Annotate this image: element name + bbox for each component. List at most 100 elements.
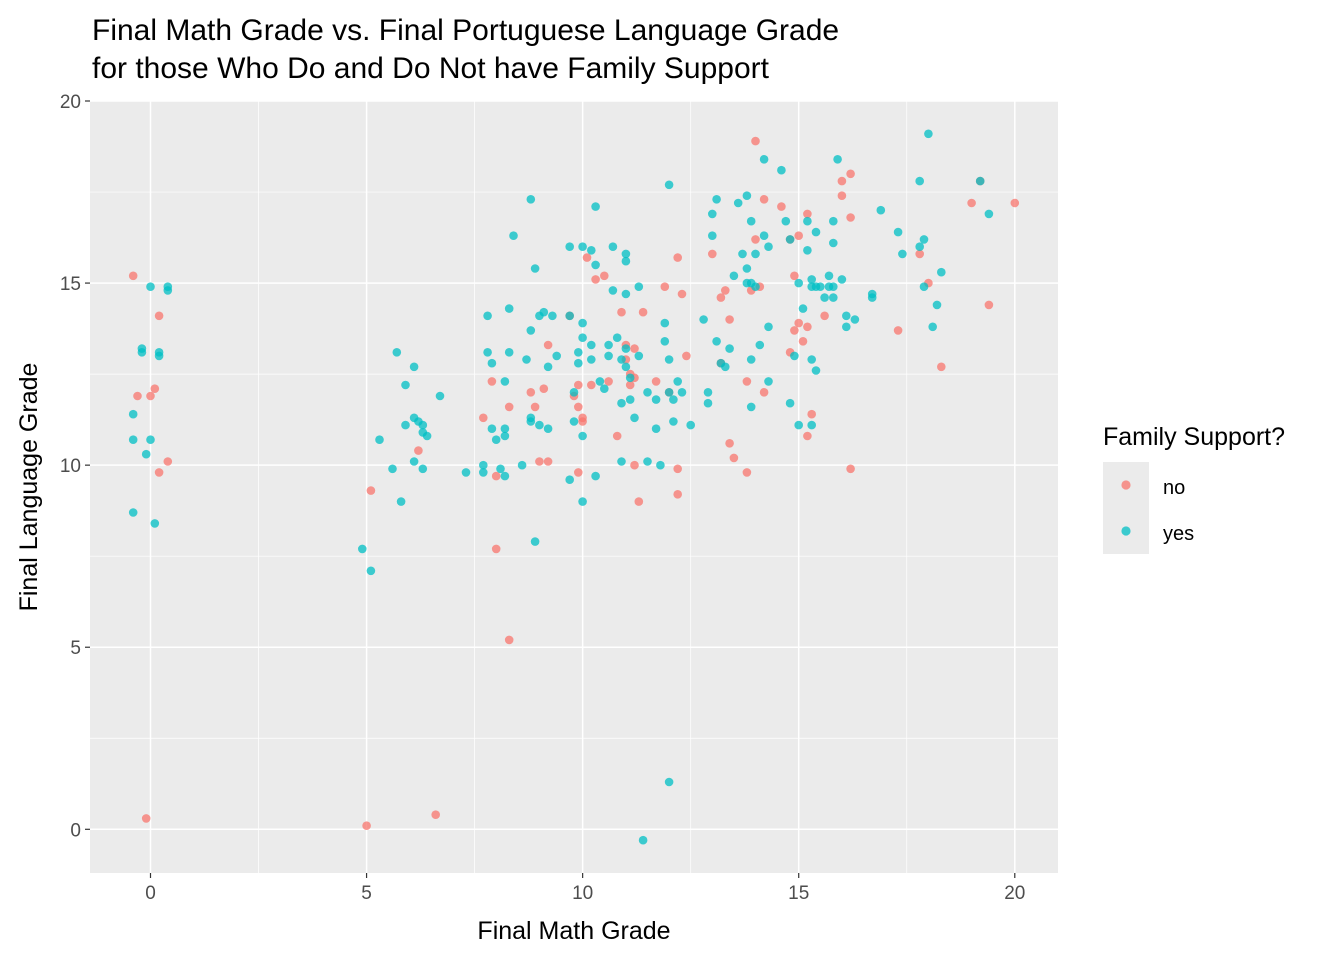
data-point-no [794,231,803,240]
y-tick-label: 20 [60,92,81,113]
data-point-no [1010,198,1020,208]
data-point-yes [807,275,816,284]
data-point-yes [496,464,505,474]
legend-title: Family Support? [1103,423,1285,451]
data-point-no [630,460,639,470]
data-point-yes [664,777,674,787]
data-point-yes [643,457,652,466]
data-point-yes [829,293,838,302]
data-point-yes [591,471,600,481]
data-point-yes [876,205,886,215]
data-point-yes [746,402,756,412]
data-point-yes [604,340,613,350]
data-point-yes [738,249,747,259]
data-point-yes [664,388,674,397]
data-point-no [777,202,786,211]
data-point-no [794,318,803,328]
legend-key-yes [1121,526,1131,536]
data-point-no [790,271,799,281]
data-point-no [807,409,816,419]
data-point-yes [137,348,147,357]
data-point-yes [565,311,574,321]
data-point-no [146,391,155,401]
data-point-no [660,282,670,292]
data-point-no [820,311,829,321]
data-point-no [491,544,501,554]
x-axis: 0 5 10 15 20 [145,873,1025,904]
data-point-yes [154,351,164,361]
data-point-yes [755,340,765,350]
legend: Family Support? no yes [1103,423,1285,554]
data-point-yes [630,413,639,423]
data-point-yes [578,497,587,506]
x-tick-label: 0 [145,883,156,904]
y-tick-label: 10 [60,456,81,477]
y-axis-title: Final Language Grade [15,363,43,612]
data-point-yes [850,315,860,324]
data-point-yes [733,198,743,208]
data-point-yes [919,282,929,292]
data-point-yes [552,351,561,361]
data-point-yes [587,246,596,255]
data-point-no [893,326,903,335]
data-point-yes [617,355,626,364]
data-point-yes [764,242,773,251]
data-point-yes [803,246,812,255]
data-point-no [414,446,423,455]
data-point-no [479,413,488,423]
data-point-yes [578,431,587,441]
data-point-yes [461,468,471,477]
data-point-no [535,457,544,466]
legend-label-no: no [1163,477,1185,499]
data-point-yes [708,231,717,240]
data-point-yes [574,348,583,357]
data-point-yes [396,497,406,506]
data-point-yes [578,242,587,251]
data-point-yes [621,249,631,259]
data-point-yes [522,355,531,364]
data-point-yes [625,395,635,404]
data-point-no [604,377,613,386]
data-point-yes [656,460,665,470]
data-point-yes [928,322,937,332]
data-point-no [539,384,549,394]
data-point-yes [548,311,557,321]
data-point-yes [608,286,618,295]
data-point-yes [746,355,756,364]
data-point-no [574,468,583,477]
data-point-no [574,380,583,390]
data-point-yes [712,195,721,204]
data-point-yes [829,216,838,226]
legend-label-yes: yes [1163,523,1194,545]
data-point-no [362,821,371,830]
data-point-yes [128,435,138,445]
data-point-yes [794,420,803,430]
legend-key-no [1121,480,1131,490]
data-point-no [133,391,142,401]
data-point-no [759,388,769,397]
data-point-no [729,453,739,463]
data-point-no [612,431,622,441]
data-point-no [673,464,682,474]
plot-panel [90,101,1058,873]
data-point-no [721,286,730,295]
data-point-yes [742,264,752,273]
data-point-no [530,402,540,412]
data-point-no [759,195,769,204]
data-point-yes [634,351,644,361]
data-point-yes [729,271,739,281]
data-point-yes [543,424,553,434]
data-point-no [708,249,717,259]
data-point-yes [893,227,903,237]
data-point-yes [621,256,631,266]
data-point-yes [712,337,721,346]
data-point-yes [526,417,536,426]
data-point-yes [487,358,497,368]
data-point-yes [781,216,791,226]
data-point-yes [785,235,795,244]
data-point-no [543,340,553,350]
data-point-yes [820,293,829,302]
data-point-no [742,377,752,386]
data-point-yes [479,460,488,470]
data-point-yes [358,544,367,554]
